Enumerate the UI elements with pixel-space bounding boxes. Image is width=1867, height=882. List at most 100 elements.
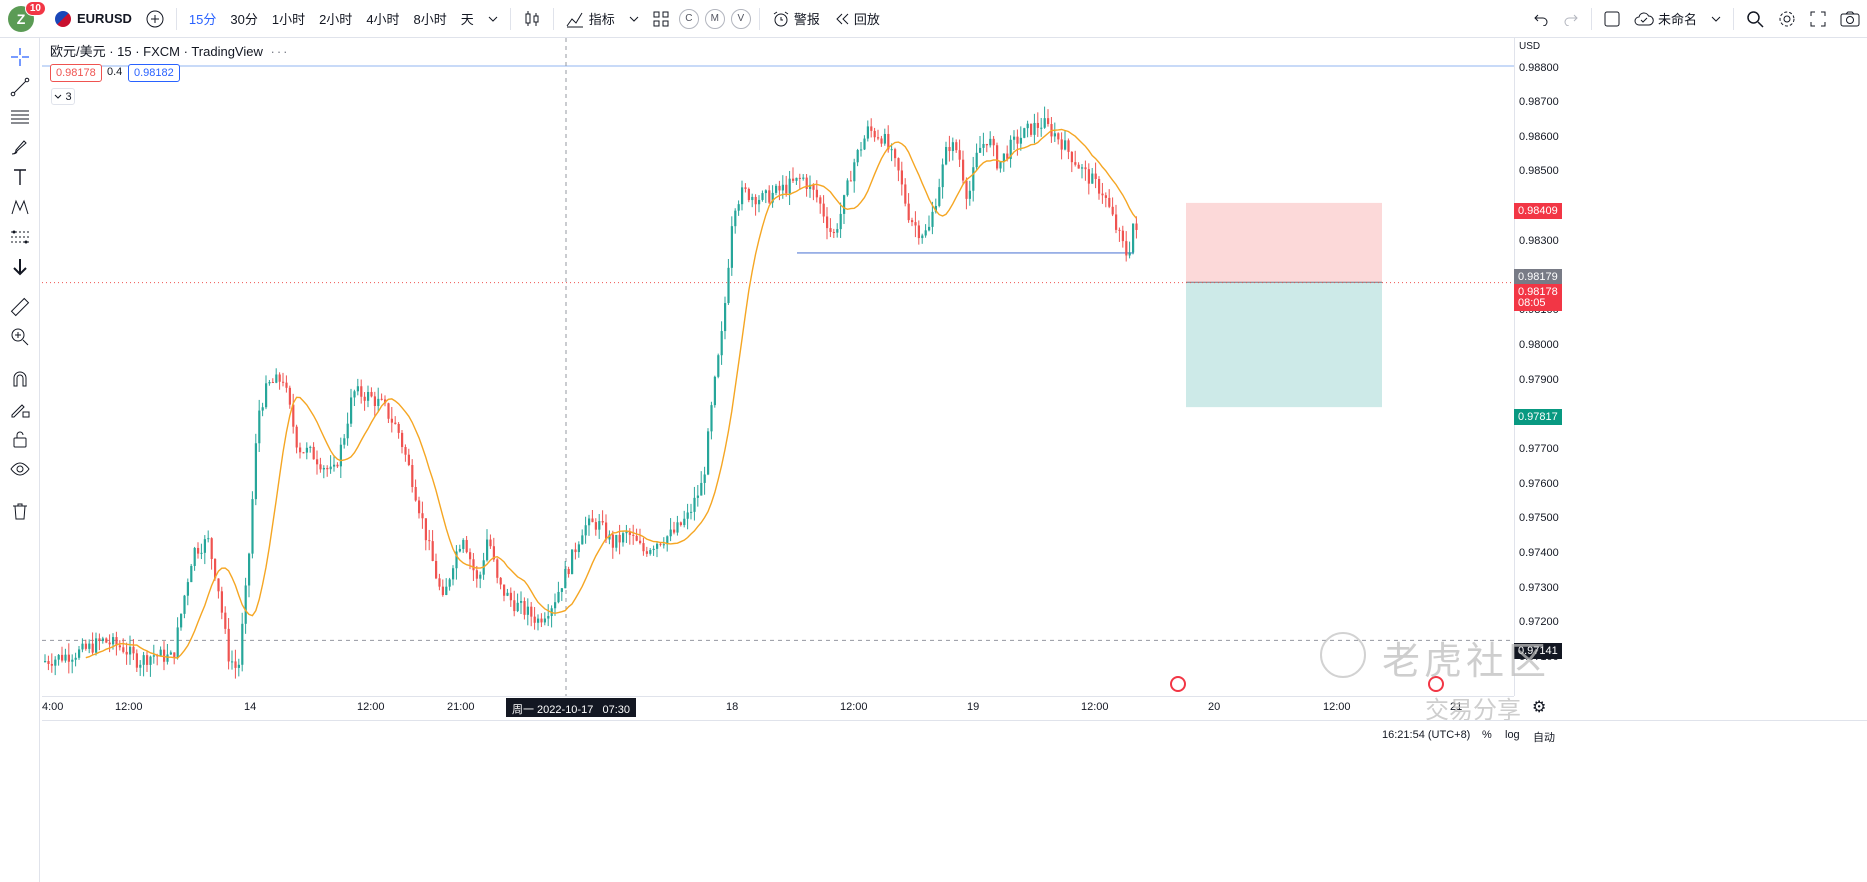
alert-button[interactable]: 警报: [765, 0, 827, 38]
moving-average-line: [85, 128, 1137, 659]
search-button[interactable]: [1739, 0, 1771, 38]
price-label: 0.98800: [1519, 62, 1559, 74]
delete-tool[interactable]: [7, 498, 33, 524]
candle-body: [741, 187, 744, 205]
redo-button[interactable]: [1556, 0, 1586, 38]
compare-button[interactable]: [139, 0, 171, 38]
buy-price-button[interactable]: 0.98182: [128, 64, 180, 82]
chart-pane[interactable]: [42, 38, 1514, 696]
candle-body: [288, 387, 291, 405]
interval-30m[interactable]: 30分: [230, 12, 258, 27]
draw-lock-tool[interactable]: [7, 396, 33, 422]
auto-toggle[interactable]: 自动: [1533, 732, 1555, 744]
undo-button[interactable]: [1526, 0, 1556, 38]
candle-body: [669, 529, 672, 537]
candle-body: [129, 646, 132, 655]
trend-line-tool[interactable]: [7, 74, 33, 100]
more-icon[interactable]: ···: [270, 44, 290, 59]
interval-4h[interactable]: 4小时: [366, 12, 400, 27]
arrow-tool[interactable]: [7, 254, 33, 280]
fullscreen-button[interactable]: [1803, 0, 1833, 38]
candle-body: [1108, 197, 1111, 207]
hide-tool[interactable]: [7, 456, 33, 482]
indicators-dropdown[interactable]: [622, 0, 646, 38]
legend-title-row: 欧元/美元 · 15 · FXCM · TradingView ···: [50, 41, 294, 60]
c-button[interactable]: C: [676, 0, 702, 38]
fib-tool[interactable]: [7, 104, 33, 130]
settings-button[interactable]: [1771, 0, 1803, 38]
candle-body: [693, 497, 696, 512]
candle-body: [537, 618, 540, 623]
candle-body: [84, 643, 87, 649]
candle-body: [605, 522, 608, 540]
layout-dropdown[interactable]: [1704, 0, 1728, 38]
redo-icon: [1564, 14, 1578, 26]
text-tool[interactable]: [7, 164, 33, 190]
candle-body: [285, 382, 288, 388]
candle-body: [452, 568, 455, 580]
candle-body: [615, 534, 618, 548]
sell-price-button[interactable]: 0.98178: [50, 64, 102, 82]
interval-2h[interactable]: 2小时: [319, 12, 353, 27]
candle-body: [1013, 136, 1016, 140]
candle-body: [822, 203, 825, 217]
price-label: 0.98000: [1519, 339, 1559, 351]
percent-toggle[interactable]: %: [1482, 729, 1492, 741]
templates-button[interactable]: [646, 0, 676, 38]
price-axis[interactable]: [1514, 38, 1867, 696]
candle-body: [1077, 164, 1080, 169]
symbol-search-button[interactable]: EURUSD: [48, 0, 139, 38]
horizontal-lines-icon: [11, 110, 29, 124]
candle-body: [472, 559, 475, 571]
price-label: 0.98500: [1519, 165, 1559, 177]
candle-body: [567, 568, 570, 575]
candle-body: [353, 391, 356, 398]
crosshair-tool[interactable]: [7, 44, 33, 70]
m-button[interactable]: M: [702, 0, 728, 38]
user-avatar[interactable]: Z 10: [8, 0, 46, 32]
interval-1h[interactable]: 1小时: [271, 12, 306, 27]
chart-type-button[interactable]: [516, 0, 548, 38]
measure-tool[interactable]: [7, 294, 33, 320]
price-chart[interactable]: [42, 38, 1514, 696]
candle-body: [173, 652, 176, 658]
candle-body: [962, 159, 965, 181]
candle-body: [506, 592, 509, 596]
us-event-icon[interactable]: [1170, 676, 1186, 692]
brush-tool[interactable]: [7, 134, 33, 160]
candle-body: [972, 167, 975, 191]
currency-label[interactable]: USD: [1519, 41, 1541, 52]
interval-15m[interactable]: 15分: [188, 12, 217, 27]
zoom-tool[interactable]: [7, 324, 33, 350]
magnet-tool[interactable]: [7, 366, 33, 392]
interval-1d[interactable]: 天: [460, 12, 474, 27]
prediction-tool[interactable]: [7, 224, 33, 250]
candle-body: [979, 147, 982, 153]
pattern-tool[interactable]: [7, 194, 33, 220]
time-axis[interactable]: [42, 696, 1514, 720]
candle-body: [1053, 133, 1056, 137]
indicators-button[interactable]: 指标: [559, 0, 622, 38]
candle-body: [863, 138, 866, 150]
candle-body: [652, 548, 655, 551]
interval-dropdown[interactable]: [481, 0, 505, 38]
us-event-icon[interactable]: [1428, 676, 1444, 692]
layout-save-button[interactable]: 未命名: [1627, 0, 1704, 38]
log-toggle[interactable]: log: [1505, 729, 1520, 741]
screenshot-button[interactable]: [1833, 0, 1867, 38]
v-button[interactable]: V: [728, 0, 754, 38]
candle-body: [268, 382, 271, 384]
candle-body: [700, 482, 703, 496]
candle-body: [309, 446, 312, 448]
candle-body: [516, 602, 519, 612]
time-label: 12:00: [115, 701, 143, 713]
replay-button[interactable]: 回放: [827, 0, 887, 38]
candle-body: [601, 521, 604, 523]
time-label: 18: [726, 701, 739, 713]
price-label: 0.97600: [1519, 478, 1559, 490]
indicators-toggle[interactable]: 3: [51, 88, 75, 105]
axis-settings-icon[interactable]: ⚙: [1532, 699, 1547, 716]
lock-tool[interactable]: [7, 426, 33, 452]
interval-8h[interactable]: 8小时: [413, 12, 447, 27]
fullscreen-layout-button[interactable]: [1597, 0, 1627, 38]
